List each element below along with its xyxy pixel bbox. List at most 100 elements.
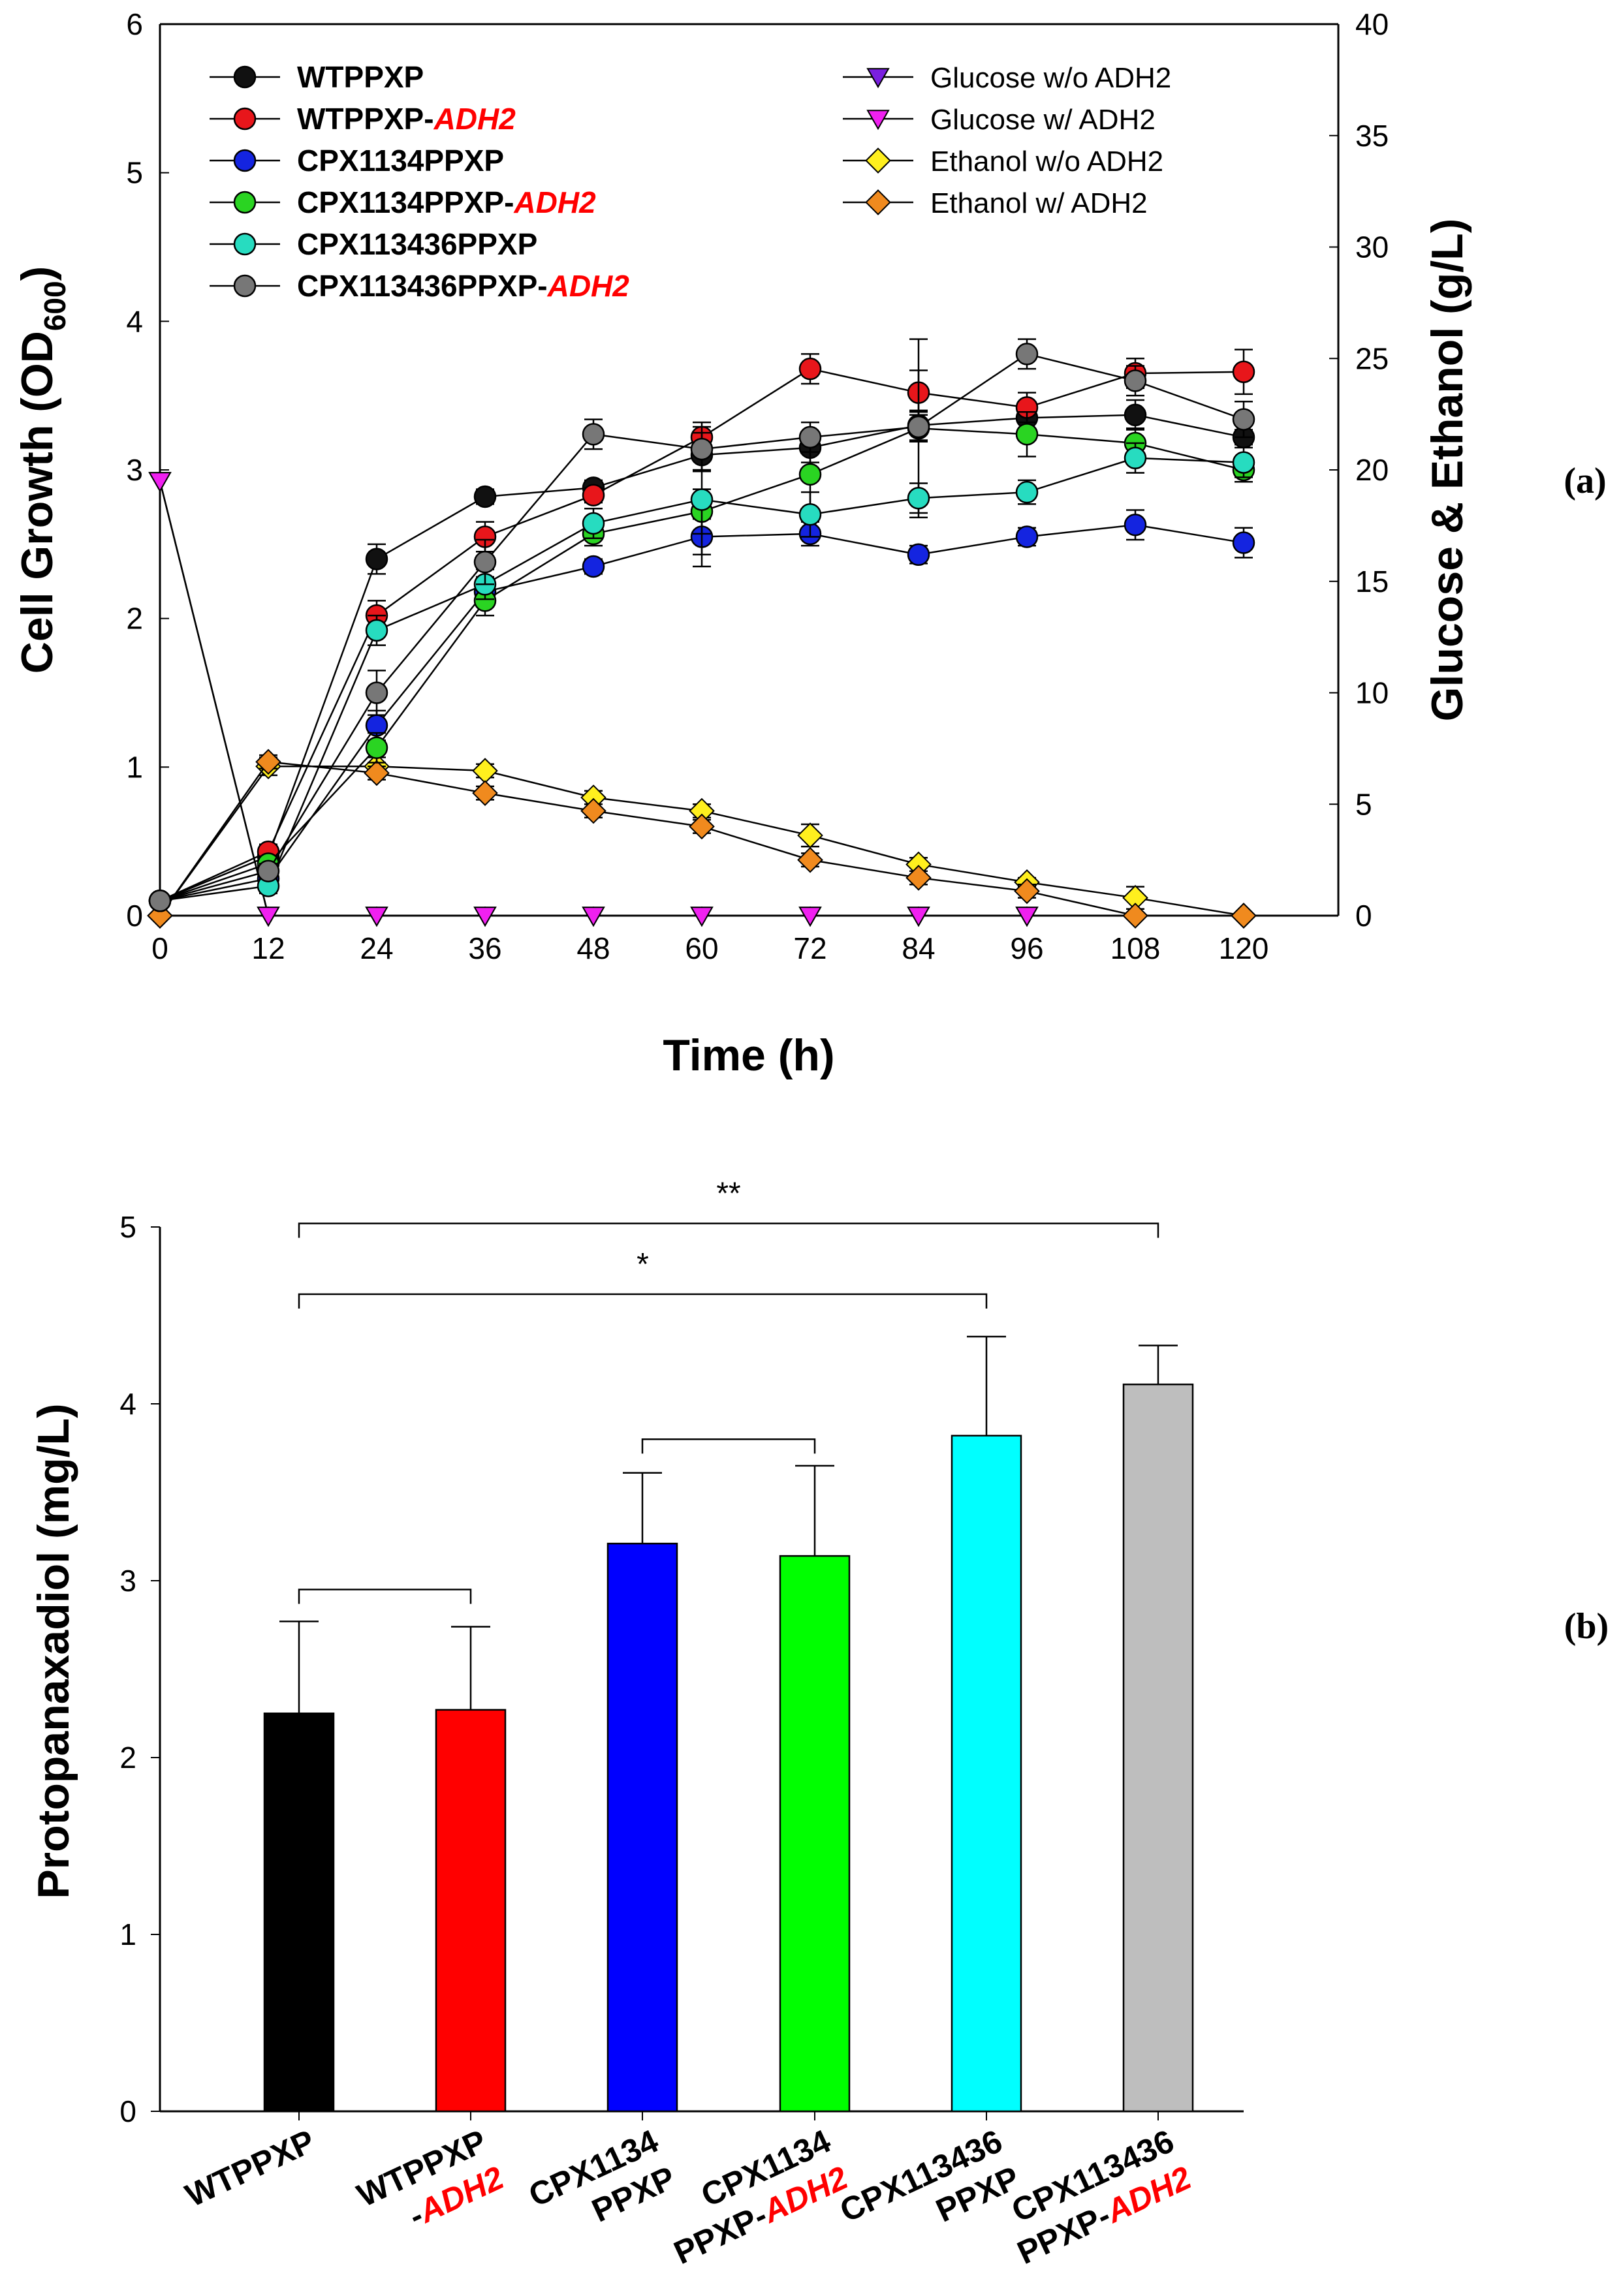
data-point-wtppxp-adh2 <box>1232 360 1255 383</box>
significance-bracket <box>298 1589 472 1604</box>
data-point-ethanol-w-adh2 <box>1122 903 1148 929</box>
chart-a-y2-tick-label: 15 <box>1355 565 1389 598</box>
data-point-wtppxp-adh2 <box>798 357 822 380</box>
data-point-glucose-w-adh2 <box>1015 907 1039 927</box>
data-point-cpx113436ppxp-adh2 <box>473 550 497 574</box>
legend-label: WTPPXP <box>297 60 424 94</box>
chart-b-y-tick-label: 5 <box>119 1210 136 1244</box>
chart-a-y2-axis-title: Glucose & Ethanol (g/L) <box>1423 219 1472 722</box>
legend-entry-glucose-w-o-adh2: Glucose w/o ADH2 <box>843 62 1171 94</box>
chart-b-y-tick-label: 3 <box>119 1564 136 1598</box>
legend-marker <box>866 68 890 89</box>
legend-label: CPX113436PPXP-ADH2 <box>297 269 629 303</box>
chart-b-y-axis-title: Protopanaxadiol (mg/L) <box>29 1403 78 1899</box>
bar-cpx113436ppxp-adh2 <box>1122 1383 1194 2113</box>
data-point-glucose-w-adh2 <box>148 472 172 493</box>
chart-a-x-tick-label: 36 <box>468 931 501 965</box>
data-point-cpx113436ppxp <box>798 503 822 526</box>
data-point-cpx113436ppxp <box>1124 446 1147 470</box>
chart-a-y2-tick-label: 20 <box>1355 453 1389 487</box>
series-cpx113436ppxp <box>148 431 1255 912</box>
legend-entry-glucose-w-adh2: Glucose w/ ADH2 <box>843 104 1156 136</box>
data-point-glucose-w-adh2 <box>473 907 497 927</box>
data-point-ethanol-w-adh2 <box>797 846 823 873</box>
data-point-wtppxp <box>1124 403 1147 427</box>
data-point-cpx113436ppxp-adh2 <box>907 415 930 439</box>
chart-b-bars <box>263 1335 1194 2113</box>
data-point-cpx113436ppxp-adh2 <box>1124 369 1147 392</box>
chart-a-x-tick-label: 72 <box>793 931 826 965</box>
chart-a-y-tick-label: 6 <box>126 7 143 41</box>
chart-b-ticks: 0 1 2 3 4 5 <box>119 1210 1159 2128</box>
legend-label: CPX1134PPXP-ADH2 <box>297 185 596 219</box>
data-point-glucose-w-adh2 <box>365 907 388 927</box>
data-point-ethanol-w-adh2 <box>1231 903 1257 929</box>
significance-bracket <box>641 1438 816 1454</box>
legend-marker <box>233 107 257 131</box>
legend-label: CPX113436PPXP <box>297 227 537 261</box>
data-point-cpx1134ppxp <box>907 543 930 566</box>
series-line-cpx1134ppxp <box>159 523 1244 902</box>
data-point-wtppxp <box>365 548 388 570</box>
category-label-cpx1134ppxp: CPX1134PPXP <box>523 2122 681 2250</box>
chart-a-ticks: 0 12 24 36 48 60 72 84 96 108 12001234560510152025… <box>126 7 1389 965</box>
chart-a-y2-tick-label: 10 <box>1355 676 1389 710</box>
data-point-cpx113436ppxp <box>907 487 930 510</box>
legend-entry-ethanol-w-o-adh2: Ethanol w/o ADH2 <box>843 146 1163 178</box>
legend-label: WTPPXP-ADH2 <box>297 102 516 136</box>
bar-cpx1134ppxp <box>606 1542 678 2113</box>
legend-marker <box>865 189 891 215</box>
chart-b-y-tick-label: 1 <box>119 1917 136 1951</box>
chart-a-series <box>147 338 1257 929</box>
data-point-cpx113436ppxp-adh2 <box>798 426 822 449</box>
chart-a-y-tick-label: 2 <box>126 602 143 636</box>
legend-marker <box>233 191 257 214</box>
legend-entry-ethanol-w-adh2: Ethanol w/ ADH2 <box>843 187 1148 219</box>
data-point-wtppxp-adh2 <box>582 484 605 506</box>
series-cpx113436ppxp-adh2 <box>148 338 1255 912</box>
significance-bracket <box>298 1293 988 1309</box>
chart-b-y-tick-label: 4 <box>119 1387 136 1421</box>
data-point-cpx1134ppxp <box>1124 513 1147 536</box>
legend-entry-cpx1134ppxp-adh2: CPX1134PPXP-ADH2 <box>210 185 596 219</box>
legend-entry-cpx113436ppxp: CPX113436PPXP <box>210 227 537 261</box>
legend-label: Glucose w/ ADH2 <box>930 104 1156 136</box>
data-point-ethanol-w-adh2 <box>1014 878 1040 905</box>
significance-bracket <box>298 1222 1159 1238</box>
data-point-glucose-w-adh2 <box>690 907 714 927</box>
panel-label-a: (a) <box>1564 461 1606 501</box>
significance-label: * <box>637 1247 649 1282</box>
data-point-ethanol-w-adh2 <box>255 749 281 775</box>
chart-a-y2-tick-label: 30 <box>1355 230 1389 264</box>
legend-label: CPX1134PPXP <box>297 144 504 178</box>
chart-a-y-tick-label: 4 <box>126 304 143 338</box>
data-point-cpx113436ppxp <box>365 619 388 642</box>
bar-wtppxp <box>263 1713 335 2113</box>
category-label-wtppxp: WTPPXP <box>180 2122 321 2214</box>
data-point-cpx1134ppxp <box>582 555 605 578</box>
chart-a-y-tick-label: 0 <box>126 899 143 933</box>
bar-cpx1134ppxp-adh2 <box>779 1555 851 2113</box>
category-label-wtppxp-adh2: WTPPXP-ADH2 <box>352 2122 509 2250</box>
data-point-cpx113436ppxp-adh2 <box>690 437 714 461</box>
legend-label: Ethanol w/ ADH2 <box>930 187 1148 219</box>
legend-marker <box>233 274 257 298</box>
data-point-ethanol-w-adh2 <box>472 780 498 806</box>
legend-label: Glucose w/o ADH2 <box>930 62 1171 94</box>
category-label-cpx113436ppxp-adh2: CPX113436PPXP-ADH2 <box>995 2122 1197 2271</box>
chart-a-x-tick-label: 12 <box>251 931 285 965</box>
data-point-cpx113436ppxp-adh2 <box>148 889 172 912</box>
significance-label: ** <box>716 1177 740 1211</box>
data-point-cpx113436ppxp <box>1015 480 1039 504</box>
chart-a-y-axis-title: Cell Growth (OD600) <box>12 266 72 674</box>
data-point-cpx113436ppxp-adh2 <box>582 423 605 446</box>
data-point-ethanol-w-o-adh2 <box>797 822 823 848</box>
data-point-cpx113436ppxp-adh2 <box>1232 408 1255 431</box>
legend-label: Ethanol w/o ADH2 <box>930 146 1163 178</box>
chart-a-y2-tick-label: 5 <box>1355 787 1372 821</box>
series-glucose-w-adh2 <box>148 472 1039 927</box>
chart-a-x-tick-label: 84 <box>902 931 935 965</box>
chart-a-x-tick-label: 0 <box>151 931 168 965</box>
